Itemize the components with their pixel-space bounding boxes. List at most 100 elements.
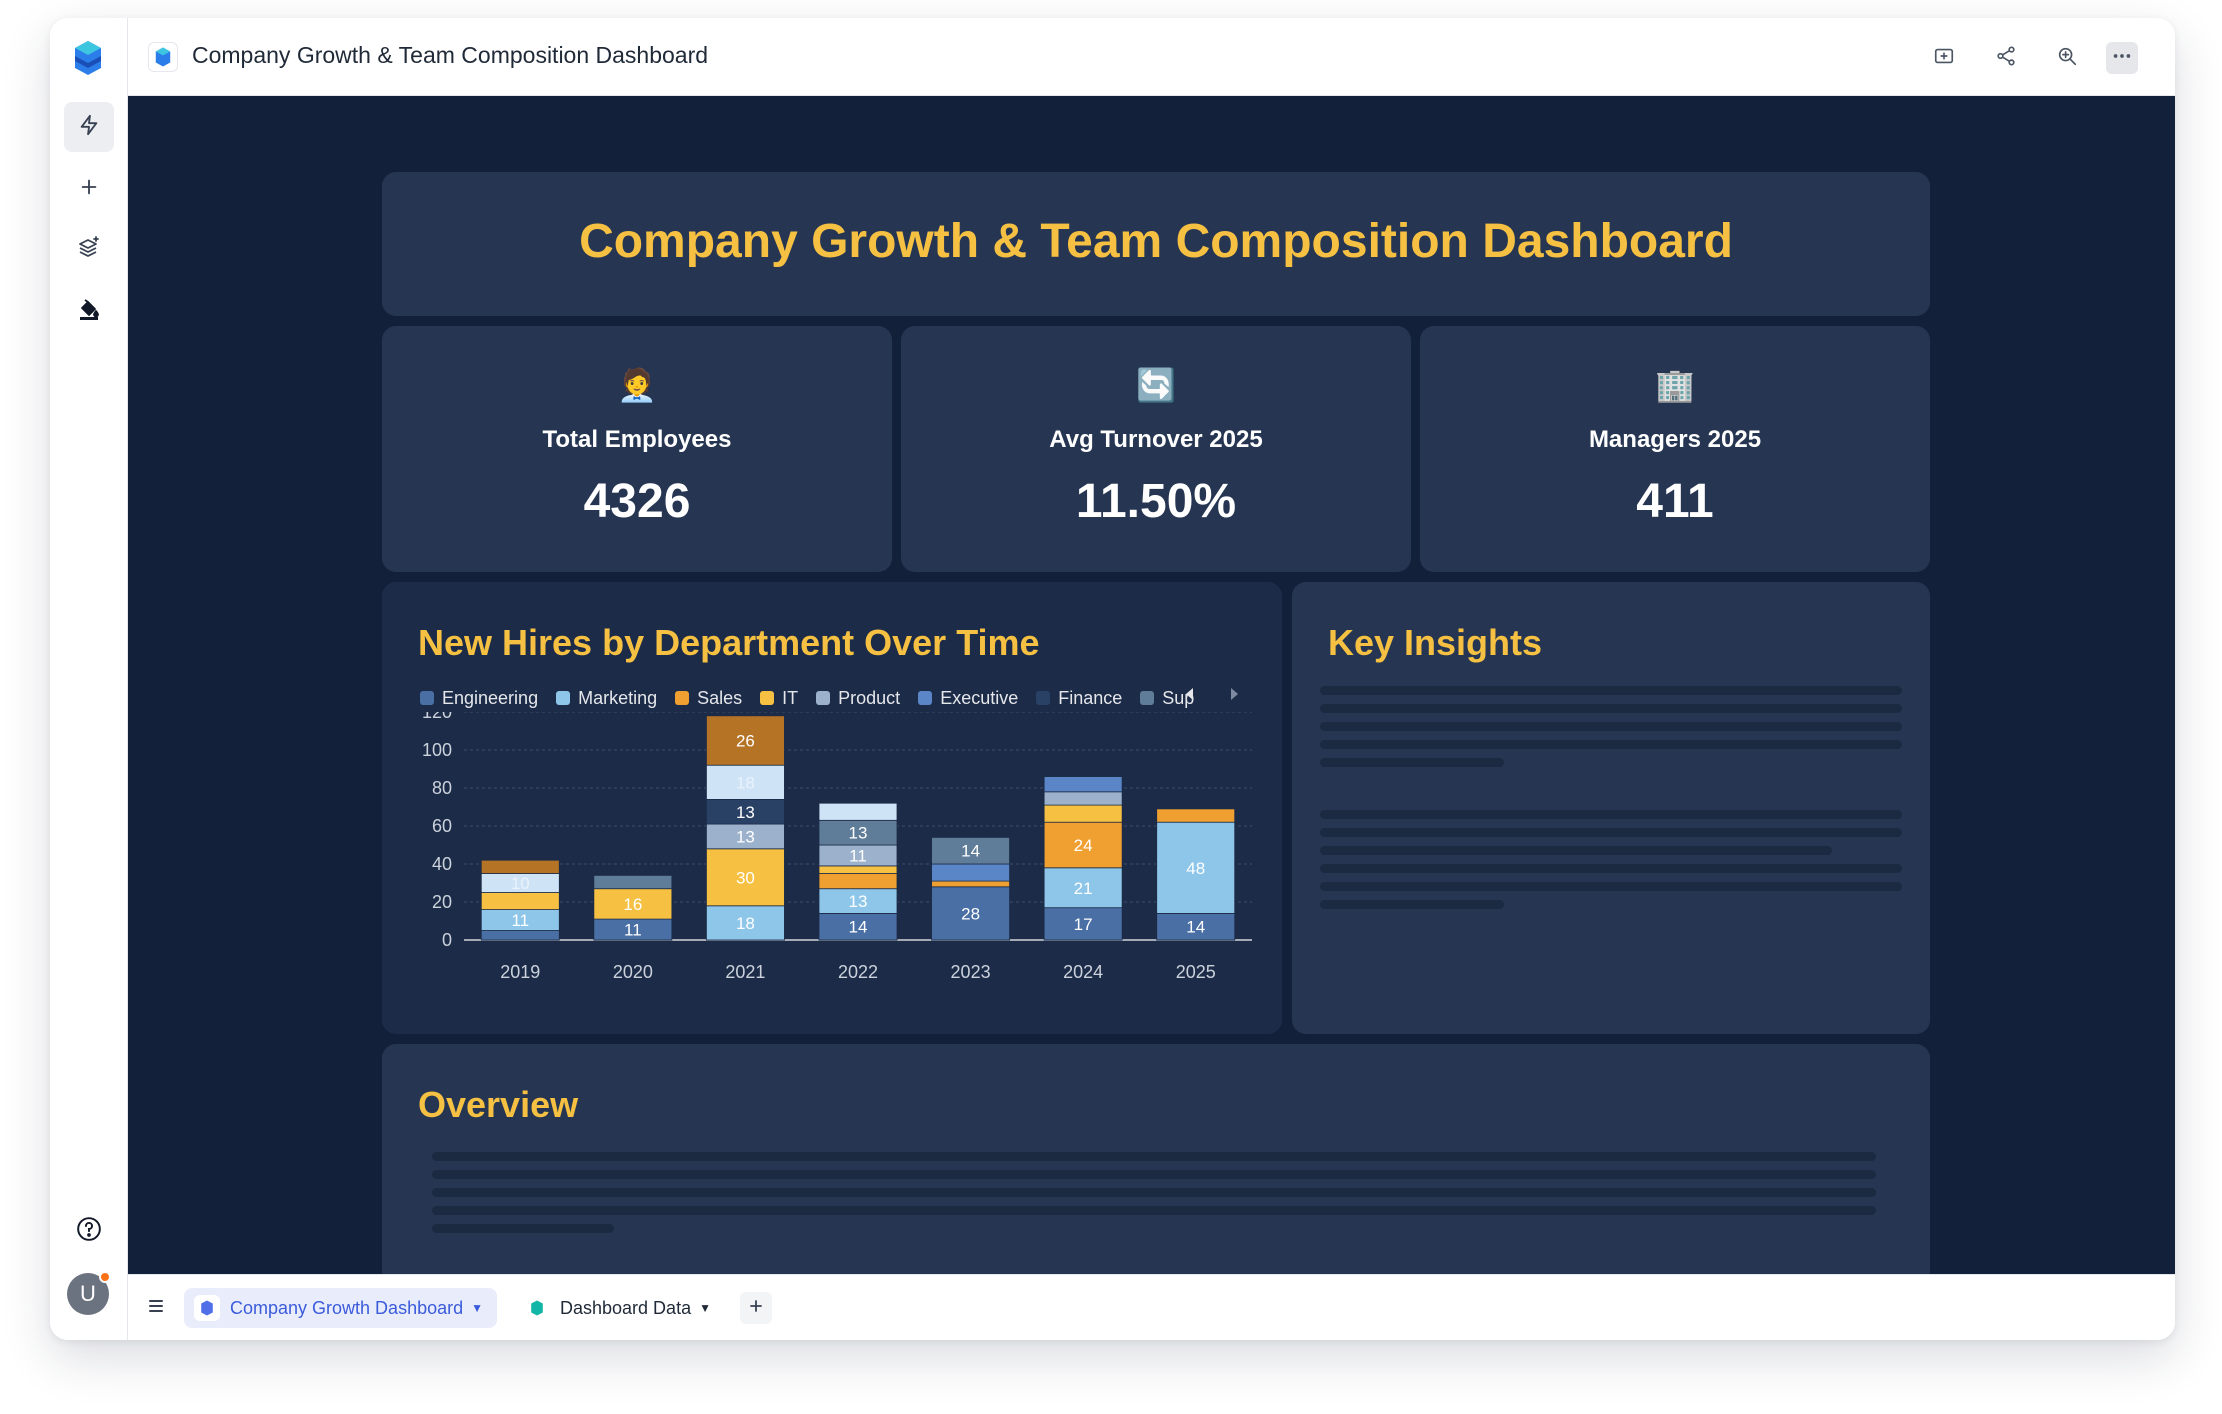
bottom-bar: Company Growth Dashboard ▼ Dashboard Dat…: [128, 1274, 2175, 1340]
lightning-icon: [78, 114, 100, 141]
bar-segment-operations-2019: [480, 859, 560, 874]
rail-automation-button[interactable]: [64, 102, 114, 152]
legend-swatch: [1036, 691, 1051, 705]
bar-segment-executive-2023: [931, 863, 1010, 882]
overview-text-line: [432, 1152, 1876, 1161]
legend-swatch: [1140, 691, 1155, 705]
legend-label: Finance: [1058, 687, 1123, 708]
y-tick-label: 40: [432, 854, 452, 874]
stacked-bar-chart: 0 20 40 60 80 100 120 11 10 2019 11 16 2020 18 30 13 13 1…: [422, 712, 1252, 982]
share-icon: [1995, 45, 2017, 72]
bar-data-label: 48: [1186, 859, 1205, 878]
legend-label: Marketing: [578, 687, 658, 708]
dashboard-canvas: Company Growth & Team Composition Dashbo…: [128, 96, 2175, 1274]
insight-text-line: [1320, 810, 1902, 819]
present-button[interactable]: [1928, 42, 1960, 74]
chevron-down-icon: ▼: [699, 1301, 711, 1315]
x-tick-label: 2019: [500, 962, 540, 982]
insight-text-line: [1320, 882, 1902, 891]
tab-dashboard-data[interactable]: Dashboard Data ▼: [514, 1288, 725, 1328]
bar-segment-engineering-2022: [818, 912, 898, 941]
legend-item-product[interactable]: Product: [816, 688, 900, 709]
bar-segment-marketing-2021: [706, 905, 785, 941]
bar-segment-product-2021: [706, 823, 785, 850]
chart-legend: Engineering Marketing Sales IT Product Execut…: [420, 686, 1212, 710]
paint-bucket-icon: [77, 297, 101, 326]
bar-segment-executive-2024: [1043, 776, 1123, 793]
bar-segment-product-2024: [1043, 791, 1123, 806]
bar-data-label: 17: [1074, 915, 1093, 934]
overview-title: Overview: [418, 1084, 579, 1125]
y-tick-label: 60: [432, 816, 452, 836]
legend-prev-icon[interactable]: [1182, 686, 1198, 707]
insight-text-line: [1320, 758, 1504, 767]
overview-text-line: [432, 1170, 1876, 1179]
x-tick-label: 2023: [951, 962, 991, 982]
zoom-button[interactable]: [2051, 42, 2083, 74]
legend-item-finance[interactable]: Finance: [1036, 688, 1122, 709]
bar-segment-hr-2022: [818, 802, 898, 821]
insight-text-line: [1320, 722, 1902, 731]
kpi-value: 11.50%: [1075, 475, 1237, 528]
add-tab-button[interactable]: [740, 1292, 772, 1324]
legend-label: Sales: [697, 687, 743, 708]
app-logo-icon[interactable]: [74, 40, 102, 81]
legend-next-icon[interactable]: [1226, 686, 1242, 707]
kpi-card-avg-turnover: 🔄 Avg Turnover 2025 11.50%: [901, 326, 1411, 572]
refresh-icon: 🔄: [1136, 367, 1176, 403]
legend-item-sales[interactable]: Sales: [675, 688, 742, 709]
insight-text-line: [1320, 704, 1902, 713]
window-title: Company Growth & Team Composition Dashbo…: [192, 42, 709, 68]
document-icon: [148, 42, 178, 72]
dashboard-tab-icon: [194, 1295, 220, 1321]
bar-segment-engineering-2019: [480, 930, 560, 941]
bar-data-label: 16: [623, 895, 642, 914]
kpi-label: Total Employees: [542, 426, 732, 453]
bar-segment-sales-2023: [931, 880, 1010, 888]
legend-item-it[interactable]: IT: [760, 688, 798, 709]
rail-theme-button[interactable]: [64, 286, 114, 336]
user-avatar[interactable]: U: [67, 1271, 111, 1315]
chart-title: New Hires by Department Over Time: [418, 622, 1040, 663]
bar-segment-engineering-2023: [931, 886, 1010, 941]
legend-label: Sup: [1162, 687, 1195, 708]
app-window: U Company Growth & Team Composition Dash…: [50, 18, 2175, 1340]
dashboard-title: Company Growth & Team Composition Dashbo…: [579, 215, 1733, 268]
bar-segment-sales-2025: [1156, 808, 1236, 823]
help-button[interactable]: [64, 1206, 114, 1256]
more-button[interactable]: [2106, 42, 2138, 74]
share-button[interactable]: [1990, 42, 2022, 74]
kpi-card-total-employees: 🧑‍💼 Total Employees 4326: [382, 326, 892, 572]
legend-item-sup[interactable]: Sup: [1140, 688, 1194, 709]
kpi-label: Avg Turnover 2025: [1049, 426, 1263, 453]
rail-layers-button[interactable]: [64, 224, 114, 274]
legend-swatch: [918, 691, 933, 705]
zoom-in-icon: [2056, 45, 2078, 72]
office-worker-icon: 🧑‍💼: [617, 367, 657, 403]
sheet-menu-button[interactable]: [140, 1292, 172, 1324]
legend-label: Executive: [940, 687, 1019, 708]
office-building-icon: 🏢: [1655, 367, 1695, 403]
legend-label: Product: [838, 687, 901, 708]
legend-item-marketing[interactable]: Marketing: [556, 688, 657, 709]
chevron-down-icon: ▼: [471, 1301, 484, 1315]
avatar-letter: U: [80, 1281, 96, 1306]
x-tick-label: 2022: [838, 962, 878, 982]
rail-add-button[interactable]: [64, 164, 114, 214]
bar-data-label: 10: [511, 874, 530, 893]
legend-swatch: [675, 691, 690, 705]
tab-company-growth-dashboard[interactable]: Company Growth Dashboard ▼: [184, 1288, 498, 1328]
legend-item-executive[interactable]: Executive: [918, 688, 1018, 709]
key-insights-card: Key Insights: [1292, 582, 1930, 1034]
legend-item-engineering[interactable]: Engineering: [420, 688, 538, 709]
bar-data-label: 11: [624, 921, 642, 940]
bar-data-label: 28: [961, 904, 980, 923]
legend-pager: [1182, 686, 1242, 707]
bar-data-label: 14: [1186, 918, 1205, 937]
data-sheet-tab-icon: [524, 1295, 550, 1321]
insight-text-line: [1320, 686, 1902, 695]
bar-segment-sales-2024: [1043, 821, 1123, 869]
plus-icon: [78, 176, 100, 203]
bar-segment-support-2023: [931, 837, 1010, 865]
legend-swatch: [556, 691, 571, 705]
